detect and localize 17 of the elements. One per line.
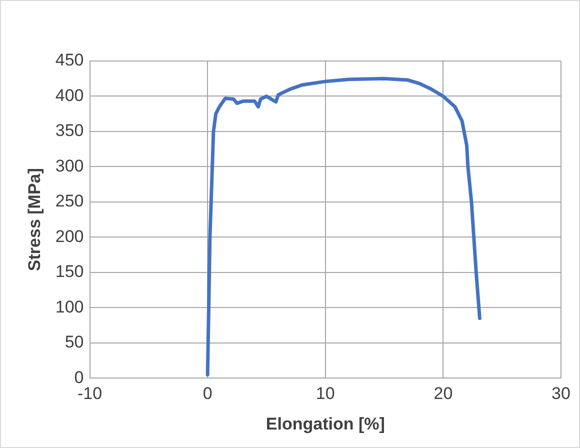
y-tick-label: 450	[55, 50, 84, 70]
y-tick-label: 400	[55, 86, 84, 105]
y-tick-label: 150	[55, 262, 84, 282]
x-tick-label: 10	[316, 384, 335, 404]
y-tick-label: 350	[55, 121, 84, 140]
x-tick-label: -10	[77, 384, 102, 404]
y-tick-label: 200	[55, 226, 84, 246]
y-tick-label: 100	[55, 297, 84, 316]
x-tick-label: 30	[552, 384, 570, 404]
y-tick-label: 300	[55, 156, 84, 176]
x-axis-title: Elongation [%]	[266, 414, 385, 434]
x-tick-label: 0	[202, 384, 212, 404]
y-axis-title: Stress [MPa]	[24, 168, 44, 272]
y-tick-label: 0	[74, 368, 84, 387]
y-tick-label: 50	[64, 332, 84, 352]
y-tick-label: 250	[55, 192, 84, 211]
x-tick-label: 20	[434, 384, 453, 404]
